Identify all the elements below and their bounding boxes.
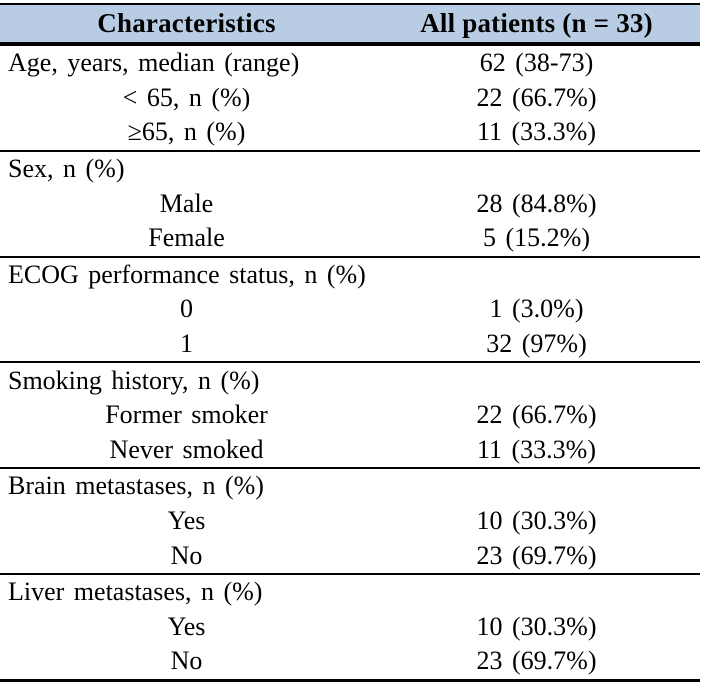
table-row: 0 1 (3.0%) bbox=[0, 292, 700, 327]
table-row: Sex, n (%) bbox=[0, 152, 700, 187]
table-row: Male 28 (84.8%) bbox=[0, 186, 700, 221]
row-label: 1 bbox=[180, 329, 193, 359]
table-row: 1 32 (97%) bbox=[0, 327, 700, 362]
table-section: Sex, n (%) Male 28 (84.8%) Female 5 (15.… bbox=[0, 152, 700, 258]
table-row: No 23 (69.7%) bbox=[0, 644, 700, 679]
table-row: Never smoked 11 (33.3%) bbox=[0, 433, 700, 468]
table-row: Yes 10 (30.3%) bbox=[0, 610, 700, 645]
table-row: Brain metastases, n (%) bbox=[0, 469, 700, 504]
row-label: Never smoked bbox=[109, 434, 264, 464]
table-row: Smoking history, n (%) bbox=[0, 363, 700, 398]
row-value: 10 (30.3%) bbox=[476, 611, 597, 641]
table-row: ECOG performance status, n (%) bbox=[0, 258, 700, 293]
table-section: ECOG performance status, n (%) 0 1 (3.0%… bbox=[0, 258, 700, 364]
header-all-patients: All patients (n = 33) bbox=[420, 8, 653, 38]
row-label: Liver metastases, n (%) bbox=[8, 577, 263, 607]
row-value: 23 (69.7%) bbox=[476, 646, 597, 676]
table-section: Liver metastases, n (%) Yes 10 (30.3%) N… bbox=[0, 575, 700, 682]
row-label: Yes bbox=[167, 506, 206, 536]
row-value: 5 (15.2%) bbox=[483, 223, 590, 253]
row-label: No bbox=[170, 540, 203, 570]
table-row: Former smoker 22 (66.7%) bbox=[0, 398, 700, 433]
table-row: < 65, n (%) 22 (66.7%) bbox=[0, 81, 700, 116]
row-value: 28 (84.8%) bbox=[476, 188, 597, 218]
row-value: 62 (38-73) bbox=[479, 48, 594, 78]
table-row: ≥65, n (%) 11 (33.3%) bbox=[0, 115, 700, 150]
row-value: 11 (33.3%) bbox=[476, 117, 596, 147]
table-row: No 23 (69.7%) bbox=[0, 538, 700, 573]
row-label: No bbox=[170, 646, 203, 676]
row-value: 10 (30.3%) bbox=[476, 506, 597, 536]
table-section: Age, years, median (range) 62 (38-73) < … bbox=[0, 46, 700, 152]
row-label: Male bbox=[159, 188, 214, 218]
row-label: Sex, n (%) bbox=[8, 154, 125, 184]
table-row: Liver metastases, n (%) bbox=[0, 575, 700, 610]
header-characteristics: Characteristics bbox=[97, 8, 276, 38]
table-row: Yes 10 (30.3%) bbox=[0, 504, 700, 539]
row-label: < 65, n (%) bbox=[122, 82, 251, 112]
row-label: Age, years, median (range) bbox=[8, 48, 300, 78]
table-body: Age, years, median (range) 62 (38-73) < … bbox=[0, 46, 700, 682]
table-row: Female 5 (15.2%) bbox=[0, 221, 700, 256]
row-label: ≥65, n (%) bbox=[127, 117, 246, 147]
row-label: Former smoker bbox=[105, 400, 268, 430]
row-value: 23 (69.7%) bbox=[476, 540, 597, 570]
row-label: Smoking history, n (%) bbox=[8, 365, 260, 395]
row-label: ECOG performance status, n (%) bbox=[8, 259, 366, 289]
table-section: Brain metastases, n (%) Yes 10 (30.3%) N… bbox=[0, 469, 700, 575]
row-label: Yes bbox=[167, 611, 206, 641]
row-label: Brain metastases, n (%) bbox=[8, 471, 264, 501]
table-row: Age, years, median (range) 62 (38-73) bbox=[0, 46, 700, 81]
row-value: 22 (66.7%) bbox=[476, 82, 597, 112]
table-header-row: Characteristics All patients (n = 33) bbox=[0, 5, 700, 46]
row-label: Female bbox=[148, 223, 225, 253]
row-value: 11 (33.3%) bbox=[476, 434, 596, 464]
patient-characteristics-table: Characteristics All patients (n = 33) Ag… bbox=[0, 3, 700, 682]
table-section: Smoking history, n (%) Former smoker 22 … bbox=[0, 363, 700, 470]
row-label: 0 bbox=[180, 294, 193, 324]
row-value: 32 (97%) bbox=[486, 329, 587, 359]
row-value: 1 (3.0%) bbox=[489, 294, 584, 324]
row-value: 22 (66.7%) bbox=[476, 400, 597, 430]
